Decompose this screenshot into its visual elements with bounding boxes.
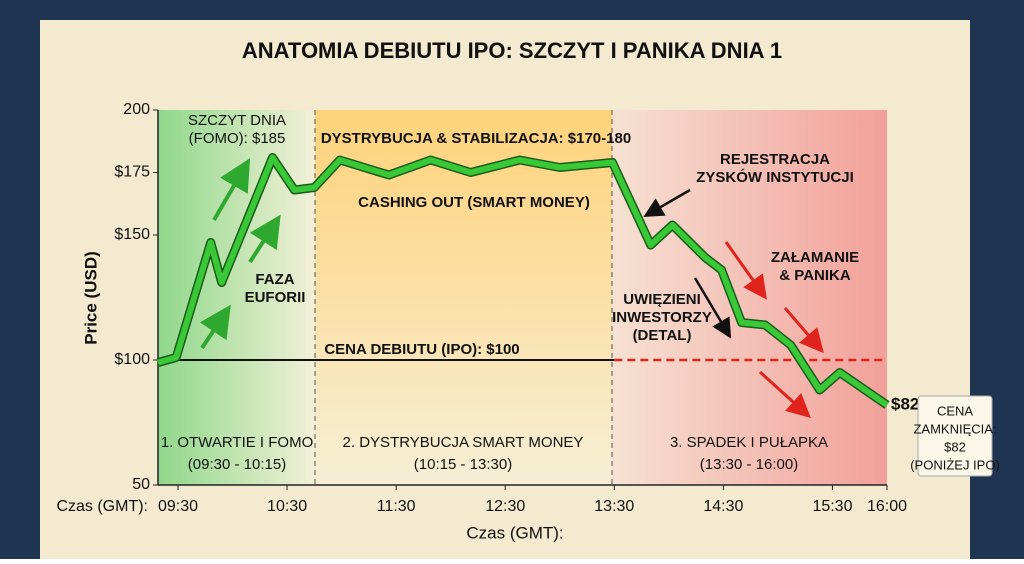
x-tick-label: 14:30 [703,498,743,515]
annotation: (DETAL) [633,327,692,344]
chart-title: ANATOMIA DEBIUTU IPO: SZCZYT I PANIKA DN… [242,38,782,63]
annotation: EUFORII [245,289,306,306]
phase-label: (13:30 - 16:00) [700,456,798,473]
phase-label: 3. SPADEK I PUŁAPKA [670,434,828,451]
x-tick-label: 13:30 [594,498,634,515]
annotation: REJESTRACJA [720,151,830,168]
x-tick-label: 09:30 [158,498,198,515]
price-line [157,154,889,408]
arrow [758,370,811,419]
value-label: $82 [891,394,919,413]
annotation: CENA DEBIUTU (IPO): $100 [324,341,519,358]
phase-label: (09:30 - 10:15) [188,456,286,473]
annotation: UWIĘZIENI [623,291,701,308]
x-tick-label: 11:30 [377,498,416,515]
annotation: DYSTRYBUCJA & STABILIZACJA: $170-180 [321,130,631,147]
y-tick-label: 200 [123,101,150,118]
x-tick-label: 12:30 [485,498,525,515]
arrow [693,277,732,339]
annotation: & PANIKA [779,267,851,284]
arrow [783,307,824,354]
annotation: (FOMO): $185 [189,130,286,147]
annotation: FAZA [255,271,294,288]
x-axis-label: Czas (GMT): [466,523,563,542]
arrow [724,241,767,300]
annotation: SZCZYT DNIA [188,112,286,129]
annotation: INWESTORZY [612,309,712,326]
x-axis-prefix: Czas (GMT): [56,498,148,515]
callout-box [917,395,993,477]
arrows [199,158,824,419]
phase-label: (10:15 - 13:30) [414,456,512,473]
phase-label: 2. DYSTRYBUCJA SMART MONEY [343,434,584,451]
arrow [212,158,251,222]
arrow [248,214,281,264]
annotation: $82 [944,439,966,454]
phase-label: 1. OTWARTIE I FOMO [161,434,314,451]
y-tick-label: $175 [114,164,150,181]
x-tick-label: 10:30 [267,498,307,515]
arrow [199,304,231,350]
annotation: (PONIŻEJ IPO) [910,457,1000,472]
annotation: CASHING OUT (SMART MONEY) [358,194,590,211]
arrow [643,188,691,218]
y-axis-label: Price (USD) [81,251,100,345]
annotation: ZAŁAMANIE [771,249,859,266]
x-tick-label: 16:00 [867,498,907,515]
annotation: CENA [937,403,973,418]
x-tick-label: 15:30 [812,498,852,515]
annotation: ZYSKÓW INSTYTUCJI [696,168,854,186]
annotation: ZAMKNIĘCIA: [913,421,996,436]
y-tick-label: 50 [132,476,150,493]
y-tick-label: $150 [114,226,150,243]
y-tick-label: $100 [114,351,150,368]
